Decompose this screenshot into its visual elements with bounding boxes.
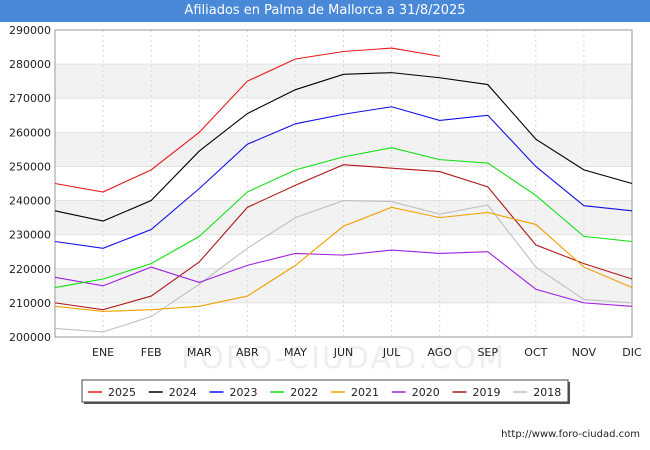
x-tick-label: JUN — [333, 346, 354, 359]
legend-label-2021: 2021 — [351, 386, 379, 399]
series-line-2022 — [54, 147, 633, 289]
series-line-2018 — [54, 200, 633, 333]
series-line-2019 — [54, 164, 633, 311]
chart-title: Afiliados en Palma de Mallorca a 31/8/20… — [0, 0, 650, 22]
x-tick-label: JUL — [382, 346, 401, 359]
x-tick-label: OCT — [524, 346, 547, 359]
y-tick-label: 290000 — [9, 24, 51, 37]
legend-label-2025: 2025 — [108, 386, 136, 399]
y-tick-label: 210000 — [9, 297, 51, 310]
series-line-2023 — [54, 106, 633, 249]
x-tick-label: FEB — [141, 346, 162, 359]
legend-label-2024: 2024 — [169, 386, 197, 399]
series-line-2025 — [54, 47, 440, 193]
y-tick-label: 220000 — [9, 263, 51, 276]
x-tick-label: SEP — [477, 346, 498, 359]
legend-label-2023: 2023 — [230, 386, 258, 399]
series-line-2020 — [54, 249, 633, 307]
series-line-2021 — [54, 206, 633, 312]
footer-url[interactable]: http://www.foro-ciudad.com — [501, 429, 640, 440]
y-tick-label: 230000 — [9, 229, 51, 242]
y-tick-label: 260000 — [9, 126, 51, 139]
x-tick-label: MAY — [284, 346, 307, 359]
y-tick-label: 280000 — [9, 58, 51, 71]
y-tick-label: 250000 — [9, 160, 51, 173]
x-tick-label: ENE — [92, 346, 114, 359]
x-tick-label: DIC — [622, 346, 642, 359]
x-tick-label: NOV — [572, 346, 597, 359]
y-tick-label: 200000 — [9, 331, 51, 344]
legend-label-2020: 2020 — [412, 386, 440, 399]
y-tick-label: 270000 — [9, 92, 51, 105]
legend-label-2018: 2018 — [533, 386, 561, 399]
legend-box — [81, 379, 569, 403]
series-line-2024 — [54, 72, 633, 222]
watermark: FORO-CIUDAD.COM — [181, 341, 506, 376]
legend-label-2019: 2019 — [473, 386, 501, 399]
x-tick-label: AGO — [427, 346, 452, 359]
y-tick-label: 240000 — [9, 195, 51, 208]
legend-label-2022: 2022 — [290, 386, 318, 399]
x-tick-label: ABR — [236, 346, 259, 359]
x-tick-label: MAR — [187, 346, 212, 359]
